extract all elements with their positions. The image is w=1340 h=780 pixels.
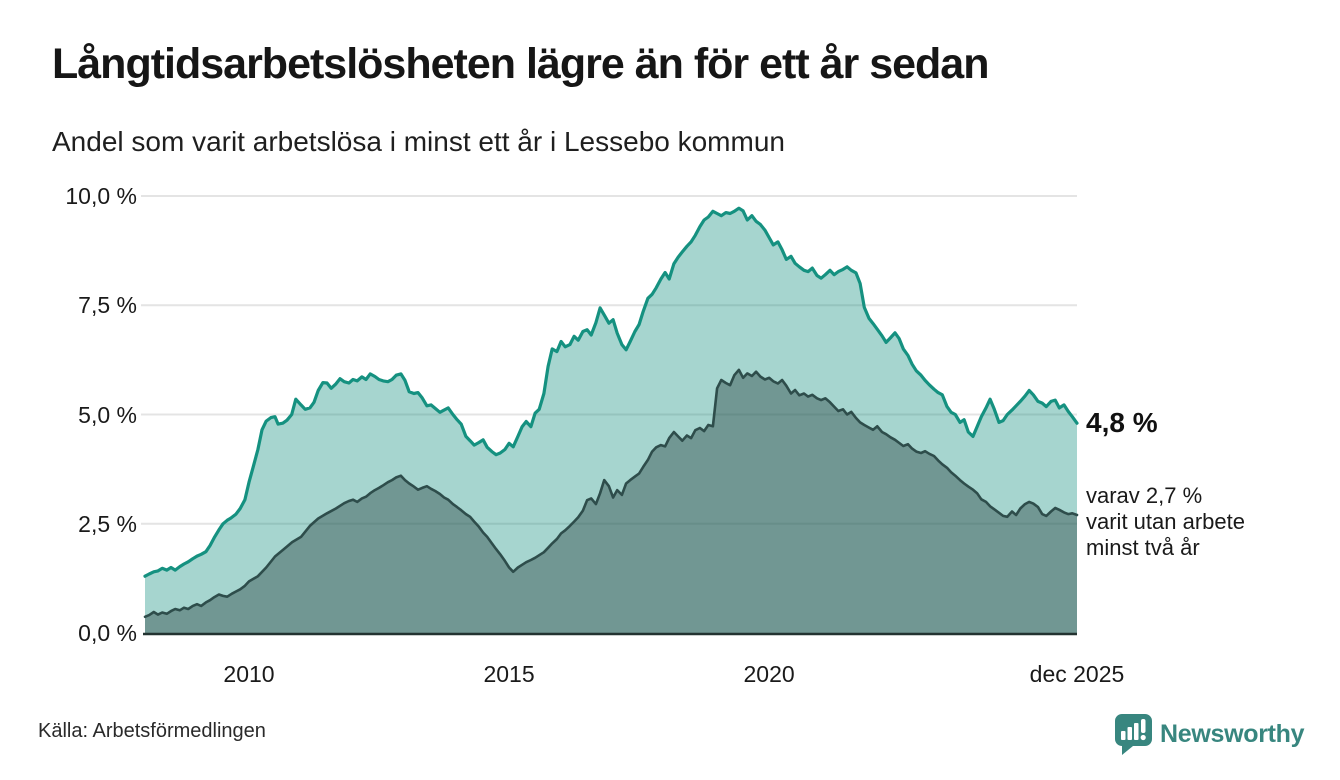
- page-title: Långtidsarbetslösheten lägre än för ett …: [52, 40, 989, 88]
- newsworthy-logo: Newsworthy: [1112, 712, 1305, 756]
- logo-exclamation-bar: [1141, 719, 1146, 733]
- y-tick-label: 7,5 %: [78, 292, 137, 319]
- series-one-year-area: [145, 208, 1077, 633]
- source-attribution: Källa: Arbetsförmedlingen: [38, 720, 266, 742]
- page-subtitle: Andel som varit arbetslösa i minst ett å…: [52, 126, 785, 157]
- series-one-year-line: [143, 206, 1079, 578]
- note-line-1: varav 2,7 %: [1086, 483, 1203, 508]
- y-tick-label: 10,0 %: [65, 183, 137, 209]
- note-line-3: minst två år: [1086, 535, 1200, 560]
- end-value-label: 4,8 %: [1086, 407, 1158, 438]
- logo-bar-2: [1127, 727, 1132, 740]
- newsworthy-logo-text: Newsworthy: [1160, 719, 1305, 748]
- x-tick-label: 2015: [483, 661, 535, 687]
- logo-bar-1: [1121, 731, 1126, 740]
- newsworthy-logo-icon: [1115, 714, 1152, 755]
- series-two-year-area: [145, 369, 1077, 633]
- note-line-2: varit utan arbete: [1086, 509, 1245, 534]
- x-tick-label: dec 2025: [1029, 661, 1125, 687]
- y-tick-label: 0,0 %: [78, 620, 137, 646]
- x-tick-label: 2020: [743, 661, 795, 687]
- gridlines: [141, 195, 1077, 525]
- x-tick-label: 2010: [223, 661, 275, 687]
- y-tick-label: 5,0 %: [78, 401, 137, 428]
- y-tick-label: 2,5 %: [78, 510, 137, 537]
- series-two-year-line: [143, 368, 1079, 619]
- end-value-note: varav 2,7 % varit utan arbete minst två …: [1086, 483, 1245, 561]
- logo-exclamation-dot: [1140, 734, 1146, 741]
- logo-bar-3: [1134, 723, 1139, 740]
